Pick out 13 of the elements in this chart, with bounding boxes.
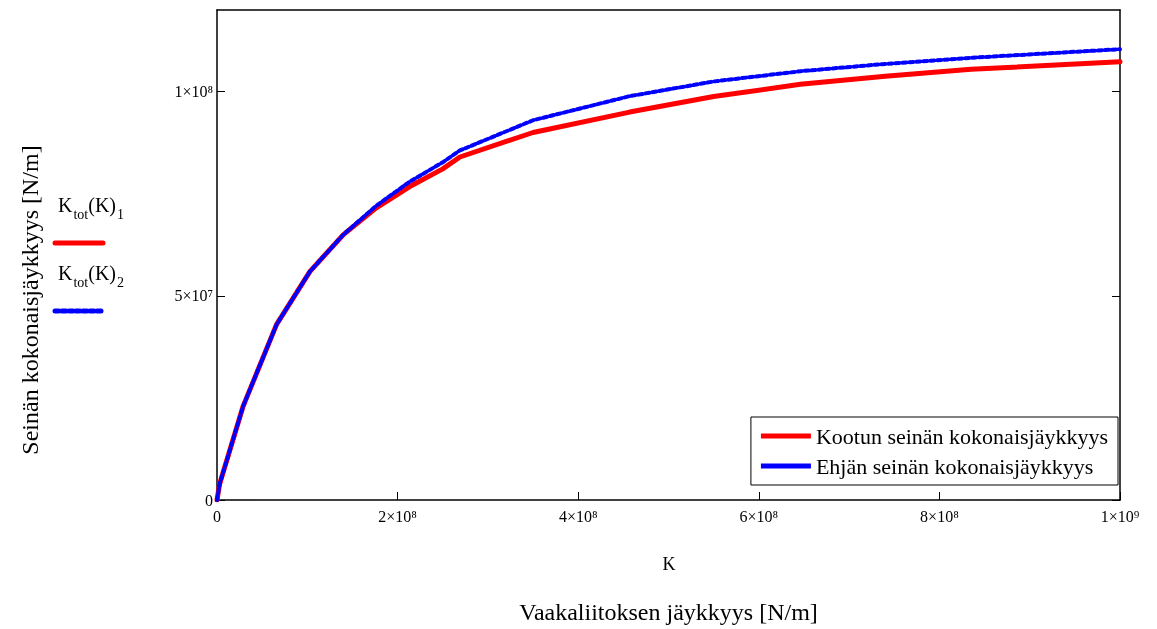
y-tick-label: 0	[205, 491, 213, 509]
x-axis-title: Vaakaliitoksen jäykkyys [N/m]	[519, 599, 818, 625]
y-tick-label: 5×10⁷	[174, 287, 213, 305]
legend-label: Ehjän seinän kokonaisjäykkyys	[815, 453, 1094, 479]
x-tick-label: 6×10⁸	[739, 507, 779, 525]
x-tick-label: 8×10⁸	[920, 507, 959, 525]
x-tick-label: 4×10⁸	[558, 507, 598, 525]
y-tick-label: 1×10⁸	[174, 83, 213, 101]
text: K	[662, 554, 676, 574]
legend-label: Kootun seinän kokonaisjäykkyys	[815, 423, 1109, 449]
x-tick-label: 1×10⁹	[1100, 507, 1140, 525]
x-tick-label: 2×10⁸	[378, 507, 417, 525]
text: Seinän kokonaisjäykkyys [N/m]	[17, 145, 43, 455]
